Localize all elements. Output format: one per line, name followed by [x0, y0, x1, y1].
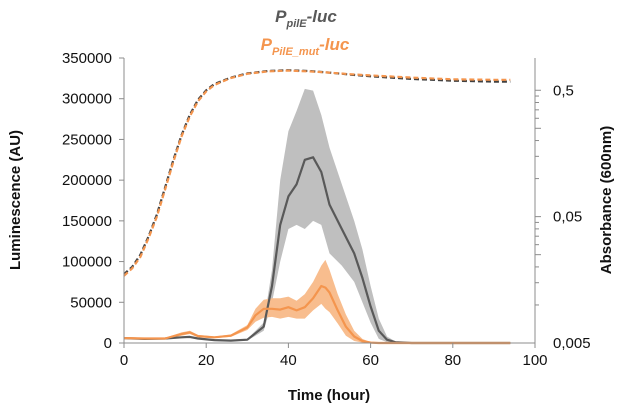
x-axis-label: Time (hour) [288, 387, 370, 404]
legend-entry-pilE: PpilE-luc [275, 7, 337, 30]
error-band-ppile-mut-luc [124, 259, 511, 343]
legend-pilE-mut-prefix: P [261, 35, 273, 54]
y-left-tick-label: 200000 [62, 172, 112, 189]
x-tick-label: 80 [444, 352, 461, 369]
y-left-tick-label: 150000 [62, 213, 112, 230]
y-right-tick-label: 0,5 [553, 82, 574, 99]
axes: 0 20 40 60 80 100 0 50000 100000 150000 200000 2500… [62, 50, 591, 369]
y-left-axis-label: Luminescence (AU) [7, 130, 24, 270]
y-right-tick-label: 0,005 [553, 335, 591, 352]
x-tick-label: 100 [522, 352, 547, 369]
x-tick-label: 20 [198, 352, 215, 369]
legend-pilE-suffix: -luc [307, 7, 338, 26]
y-left-tick-label: 350000 [62, 50, 112, 67]
y-left-tick-label: 250000 [62, 131, 112, 148]
legend-pilE-mut-sub: PilE_mut [272, 46, 320, 58]
y-left-tick-label: 50000 [70, 294, 112, 311]
y-left-tick-label: 100000 [62, 254, 112, 271]
legend-pilE-prefix: P [275, 7, 287, 26]
error-bands [124, 88, 511, 344]
y-right-tick-label: 0,05 [553, 209, 582, 226]
legend-pilE-mut-suffix: -luc [319, 35, 350, 54]
legend-pilE-sub: pilE [285, 18, 307, 30]
x-tick-label: 0 [120, 352, 128, 369]
line-luminescence-ppile-luc [123, 156, 511, 345]
legend-entry-pilE-mut: PPilE_mut-luc [261, 35, 350, 58]
x-tick-label: 40 [280, 352, 297, 369]
line-absorbance-ppile-mut-luc [123, 69, 511, 277]
y-right-axis-label: Absorbance (600nm) [598, 126, 615, 274]
error-band-ppile-luc [124, 88, 511, 344]
x-tick-label: 60 [362, 352, 379, 369]
y-left-tick-label: 300000 [62, 91, 112, 108]
y-left-tick-label: 0 [104, 335, 112, 352]
